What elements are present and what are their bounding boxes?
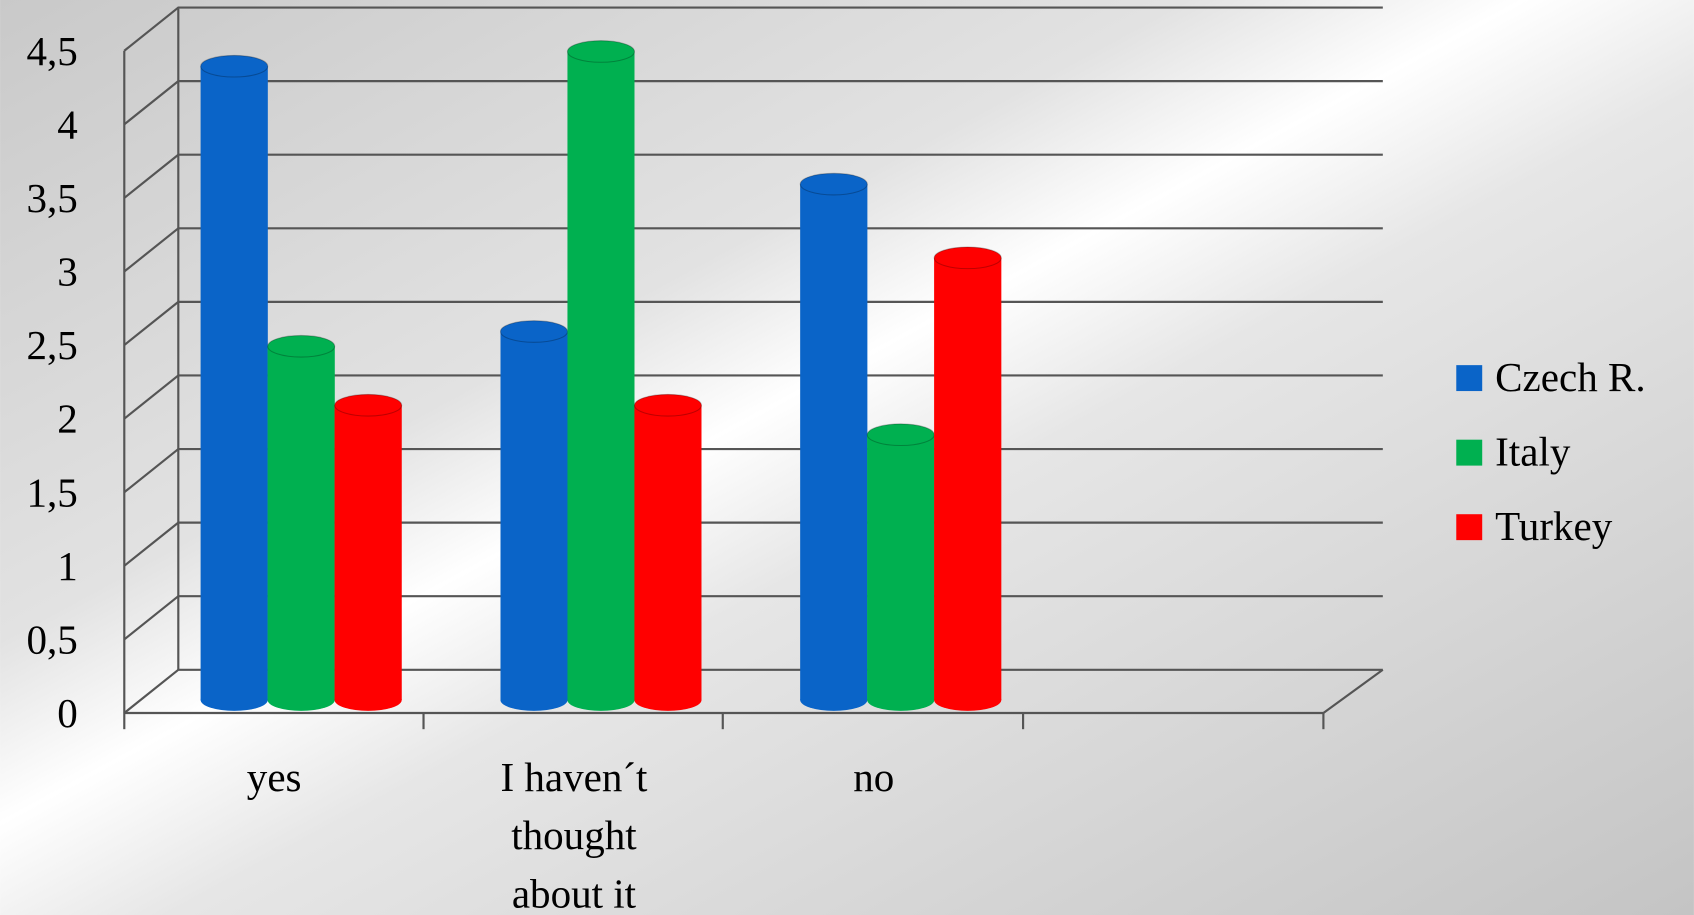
bar	[633, 393, 702, 711]
bar-bottom-shade	[267, 689, 335, 711]
legend-label: Czech R.	[1495, 354, 1645, 400]
bar-top	[799, 172, 868, 196]
bar-top	[566, 40, 635, 63]
legend-label: Italy	[1495, 429, 1571, 475]
y-tick-label: 1,5	[27, 469, 78, 515]
bar-top	[334, 393, 403, 417]
grid-line	[123, 6, 1383, 52]
y-tick-label: 0,5	[27, 616, 78, 662]
bar-bottom-shade	[867, 689, 935, 711]
y-tick-label: 0	[57, 690, 78, 736]
bar-shade	[800, 184, 868, 701]
x-tick-label: no	[853, 754, 894, 800]
bar-bottom-shade	[934, 689, 1002, 711]
grid-line	[123, 227, 1383, 273]
x-tick-label: yes	[247, 754, 302, 800]
x-tick-label: I haven´t thought about it	[500, 754, 648, 915]
bar-top	[633, 393, 702, 417]
bar-bottom-shade	[200, 689, 268, 711]
bar-shade	[867, 434, 935, 701]
bar-shade	[634, 405, 702, 701]
bar-shade	[267, 346, 335, 701]
bar-top	[933, 246, 1002, 270]
legend-swatch	[1456, 365, 1483, 392]
legend-swatch	[1456, 514, 1483, 541]
bar-bottom-shade	[334, 689, 402, 711]
y-tick-label: 3	[57, 249, 78, 295]
bar	[499, 320, 569, 711]
y-tick-label: 2	[57, 396, 78, 442]
bar-shade	[200, 66, 268, 701]
grid-line	[123, 153, 1383, 199]
bar	[200, 54, 269, 711]
legend-label: Turkey	[1495, 503, 1613, 549]
bar-bottom-shade	[500, 689, 568, 711]
bar	[267, 334, 336, 711]
y-tick-label: 2,5	[27, 322, 78, 368]
bar	[866, 423, 935, 711]
bar-top	[200, 54, 269, 78]
bar	[933, 246, 1002, 711]
bar-bottom-shade	[800, 689, 868, 711]
bar-shade	[500, 331, 568, 701]
bar-shade	[934, 257, 1002, 701]
y-tick-label: 4	[57, 101, 78, 147]
bar-top	[866, 423, 935, 447]
grid-line	[123, 80, 1383, 126]
y-tick-label: 3,5	[27, 175, 78, 221]
y-tick-label: 4,5	[27, 28, 78, 74]
bar	[334, 393, 403, 711]
bar-top	[499, 320, 569, 343]
bar-bottom-shade	[634, 689, 702, 711]
y-tick-label: 1	[57, 543, 78, 589]
bar-shade	[334, 405, 402, 701]
bar-top	[267, 334, 336, 358]
legend-swatch	[1456, 439, 1483, 466]
bar-bottom-shade	[567, 689, 635, 711]
bar-shade	[567, 51, 635, 701]
bar	[799, 172, 868, 711]
axes-frame	[123, 8, 1384, 730]
bar	[566, 40, 635, 711]
